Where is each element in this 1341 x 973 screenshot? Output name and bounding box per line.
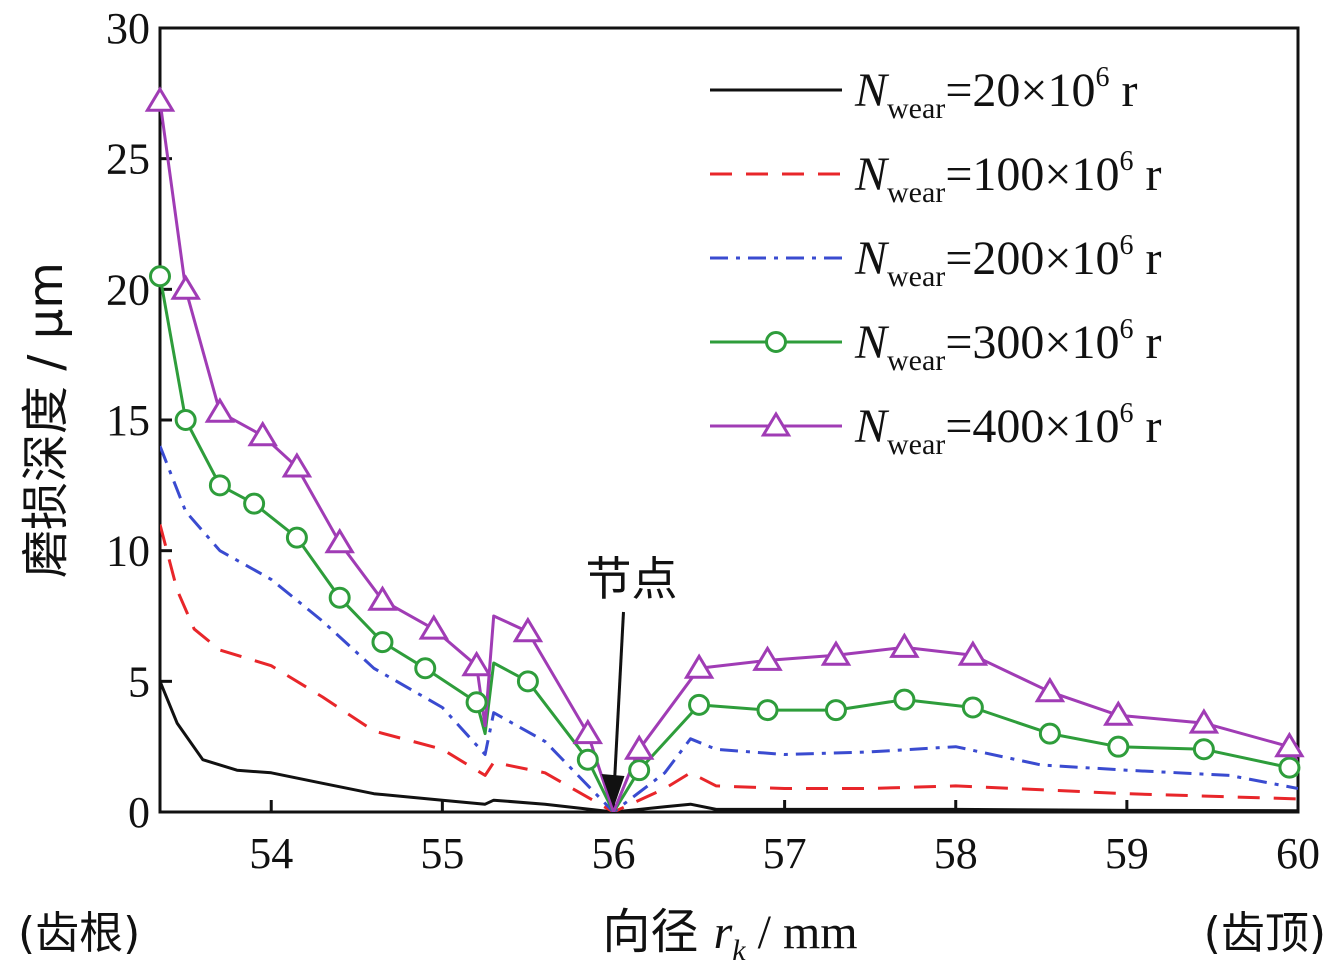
y-tick-label: 0 <box>128 788 150 837</box>
legend-entry-3: Nwear=200×106 r <box>854 230 1161 293</box>
data-point-marker <box>889 632 920 658</box>
annotation-layer: 节点 <box>585 552 677 808</box>
data-point-marker <box>1188 708 1220 734</box>
data-point-marker <box>957 640 989 666</box>
data-point-marker <box>144 86 176 112</box>
data-point-marker <box>285 526 308 549</box>
y-tick-label: 10 <box>106 527 150 576</box>
data-point-marker <box>683 653 715 679</box>
data-point-marker <box>243 492 266 515</box>
data-point-marker <box>752 645 783 671</box>
y-tick-label: 20 <box>106 265 150 314</box>
data-point-marker <box>1278 756 1301 779</box>
x-tick-label: 60 <box>1276 829 1320 878</box>
data-point-marker <box>204 397 236 423</box>
data-point-marker <box>1038 722 1061 745</box>
legend: Nwear=20×106 r Nwear=100×106 r Nwear=200×1… <box>710 62 1161 461</box>
data-point-marker <box>756 699 779 722</box>
y-axis-title: 磨损深度 / μm <box>18 262 74 578</box>
data-point-marker <box>247 420 278 447</box>
axis-labels: 磨损深度 / μm 向径 rk / mm (齿根) (齿顶) <box>18 262 1326 967</box>
data-point-marker <box>149 265 171 288</box>
data-point-marker <box>512 616 544 643</box>
data-point-marker <box>1107 735 1130 758</box>
x-axis-title: 向径 rk / mm <box>602 904 857 967</box>
data-point-marker <box>461 650 492 677</box>
x-tick-label: 55 <box>420 829 464 878</box>
series-line-3 <box>160 445 1298 812</box>
marker-layer <box>144 86 1305 782</box>
data-point-marker <box>328 586 351 609</box>
data-point-marker <box>281 452 313 478</box>
x-tick-label: 56 <box>591 829 635 878</box>
x-axis-tip-label: (齿顶) <box>1204 908 1326 959</box>
data-point-marker <box>516 670 539 693</box>
node-arrow-shaft <box>612 611 625 783</box>
legend-entry-1: Nwear=20×106 r <box>854 62 1137 125</box>
legend-entry-5: Nwear=400×106 r <box>854 398 1161 461</box>
series-line-5 <box>160 100 1298 812</box>
data-point-marker <box>324 527 355 554</box>
data-point-marker <box>170 274 201 300</box>
y-tick-label: 25 <box>106 135 150 184</box>
legend-entry-2: Nwear=100×106 r <box>854 146 1161 209</box>
series-line-2 <box>160 524 1298 812</box>
x-axis-root-label: (齿根) <box>18 908 140 959</box>
data-point-marker <box>414 657 437 680</box>
y-tick-label: 5 <box>128 657 150 706</box>
node-annotation-label: 节点 <box>585 552 677 606</box>
legend-marker <box>765 331 787 353</box>
y-tick-label: 15 <box>106 396 150 445</box>
data-point-marker <box>1103 700 1134 726</box>
data-point-marker <box>628 759 651 782</box>
data-point-marker <box>576 748 599 771</box>
node-arrow-head <box>601 774 625 808</box>
y-tick-label: 30 <box>106 4 150 53</box>
data-point-marker <box>893 688 916 711</box>
data-point-marker <box>820 640 852 666</box>
data-point-marker <box>1192 738 1215 761</box>
data-point-marker <box>465 691 488 714</box>
x-tick-label: 54 <box>249 829 293 878</box>
data-point-marker <box>961 696 984 719</box>
data-point-marker <box>174 409 197 431</box>
data-point-marker <box>367 585 398 611</box>
data-point-marker <box>688 693 711 716</box>
data-point-marker <box>572 718 604 745</box>
data-point-marker <box>418 614 450 640</box>
x-tick-label: 59 <box>1105 829 1149 878</box>
data-point-marker <box>623 734 655 760</box>
data-point-marker <box>824 699 847 722</box>
data-point-marker <box>1274 731 1305 758</box>
x-tick-label: 58 <box>934 829 978 878</box>
data-point-marker <box>208 474 231 497</box>
series-line-1 <box>160 680 1298 812</box>
legend-entry-4: Nwear=300×106 r <box>854 314 1161 377</box>
axis-ticks: 0 5 10 15 20 25 30 54 55 56 57 58 59 60 <box>106 4 1320 878</box>
series-layer <box>160 100 1298 812</box>
data-point-marker <box>1034 676 1066 703</box>
data-point-marker <box>371 631 394 654</box>
x-tick-label: 57 <box>763 829 807 878</box>
legend-marker <box>760 411 792 437</box>
